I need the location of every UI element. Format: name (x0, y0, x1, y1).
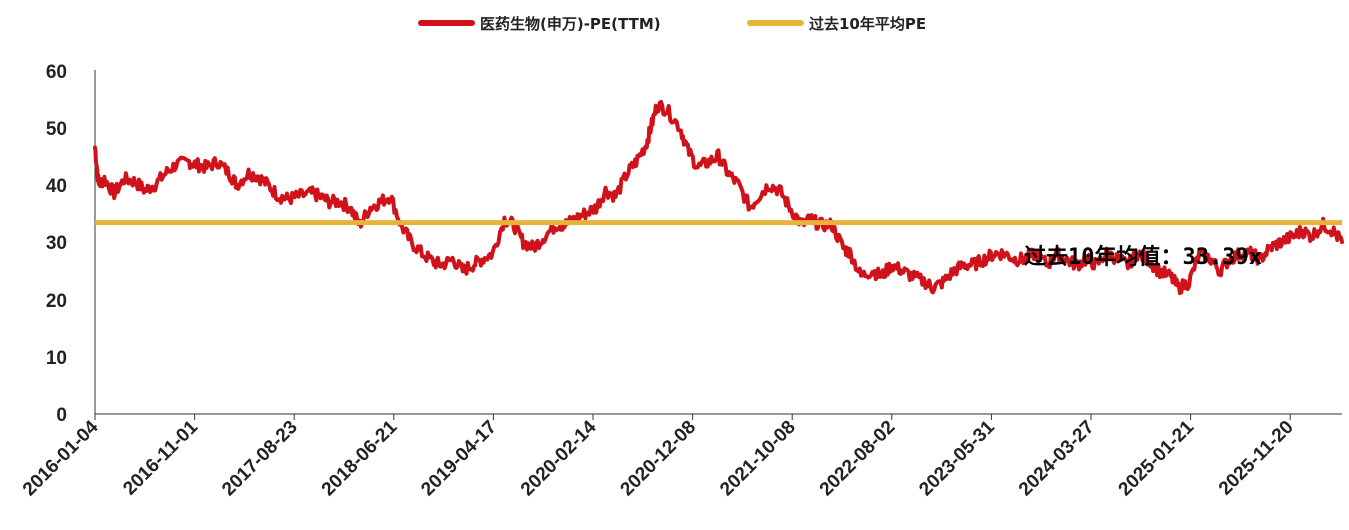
y-tick-label: 10 (46, 348, 67, 369)
y-tick-label: 50 (46, 119, 67, 140)
legend-label-avg: 过去10年平均PE (809, 15, 926, 33)
y-tick-label: 20 (46, 291, 67, 312)
y-tick-label: 40 (46, 176, 67, 197)
x-tick-label: 2023-05-31 (915, 416, 999, 500)
x-tick-label: 2018-06-21 (318, 416, 402, 500)
x-tick-label: 2017-08-23 (218, 417, 302, 501)
x-tick-label: 2020-12-08 (617, 417, 701, 501)
x-ticks: 2016-01-04 2016-11-01 2017-08-23 2018-06-21… (19, 414, 1298, 500)
x-tick-label: 2016-01-04 (19, 416, 103, 500)
legend-label-pe: 医药生物(申万)-PE(TTM) (480, 15, 661, 33)
x-tick-label: 2024-03-27 (1015, 417, 1099, 501)
y-tick-label: 0 (56, 405, 67, 426)
y-tick-labels: 0 10 20 30 40 50 60 (46, 62, 67, 426)
x-tick-label: 2020-02-14 (517, 416, 601, 500)
x-tick-label: 2025-11-20 (1215, 417, 1298, 500)
x-tick-label: 2022-08-02 (816, 417, 900, 501)
x-tick-label: 2021-10-08 (716, 417, 800, 501)
series-line-pe (93, 99, 1344, 296)
legend: 医药生物(申万)-PE(TTM) 过去10年平均PE (418, 15, 926, 33)
x-tick-label: 2019-04-17 (417, 417, 501, 501)
x-tick-label: 2016-11-01 (119, 416, 202, 499)
x-tick-label: 2025-01-21 (1115, 416, 1199, 500)
average-annotation: 过去10年均值：33.39x (1024, 244, 1262, 270)
y-tick-label: 30 (46, 233, 67, 254)
y-tick-label: 60 (46, 62, 67, 83)
